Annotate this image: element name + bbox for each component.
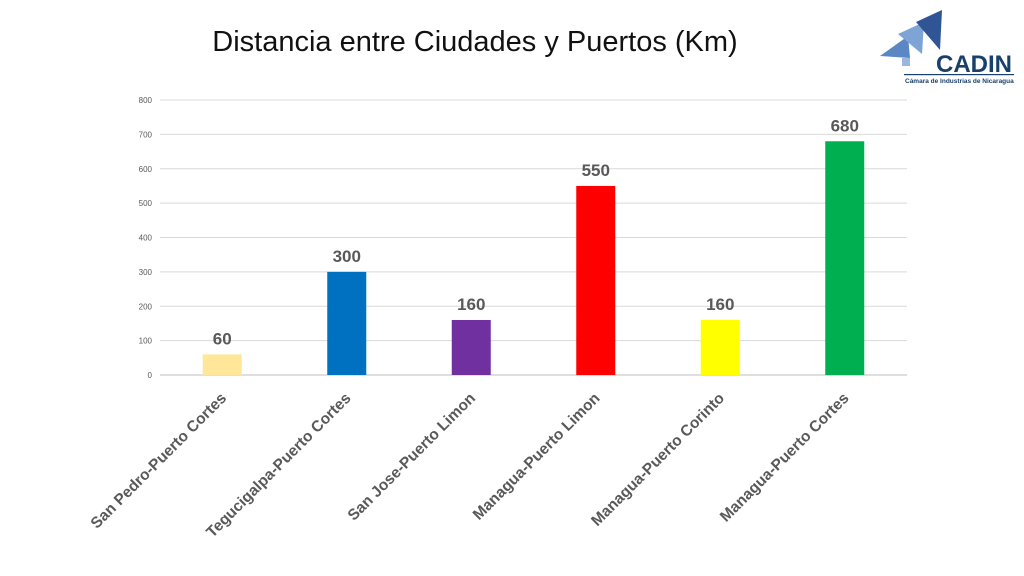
bar: [825, 141, 865, 375]
logo-name: CADIN: [936, 51, 1012, 78]
category-labels: San Pedro-Puerto CortesTegucigalpa-Puert…: [88, 390, 853, 541]
bars: [202, 141, 865, 375]
chart-title: Distancia entre Ciudades y Puertos (Km): [212, 26, 738, 58]
y-axis-ticks: 0 100 200 300 400 500 600 700 800: [139, 96, 153, 380]
category-label: Managua-Puerto Corinto: [588, 390, 728, 530]
logo-gear-shape: [898, 22, 924, 54]
y-tick-label: 300: [139, 268, 153, 277]
logo-gear-shape: [880, 36, 910, 58]
logo-gear-shape: [916, 10, 942, 50]
logo-subtitle: Cámara de Industrias de Nicaragua: [905, 78, 1014, 85]
data-label: 160: [706, 295, 734, 314]
data-label: 60: [213, 329, 232, 348]
data-label: 550: [582, 161, 610, 180]
category-label: Managua-Puerto Limon: [470, 390, 604, 524]
bar: [202, 354, 242, 375]
y-tick-label: 400: [139, 234, 153, 243]
y-tick-label: 700: [139, 130, 153, 139]
y-tick-label: 600: [139, 165, 153, 174]
cadin-logo: CADIN Cámara de Industrias de Nicaragua: [880, 10, 1014, 85]
y-tick-label: 500: [139, 199, 153, 208]
logo-underline: [904, 74, 1014, 76]
data-label: 160: [457, 295, 485, 314]
y-tick-label: 800: [139, 96, 153, 105]
y-tick-label: 200: [139, 302, 153, 311]
bar: [327, 271, 367, 375]
data-label: 680: [831, 116, 859, 135]
category-label: San Jose-Puerto Limon: [345, 390, 479, 524]
category-label: San Pedro-Puerto Cortes: [88, 390, 230, 532]
logo-gear-shape: [902, 58, 910, 66]
bar: [576, 185, 616, 375]
y-tick-label: 0: [148, 371, 153, 380]
data-label: 300: [333, 247, 361, 266]
data-labels: 60 300 160 550 160 680: [213, 116, 859, 348]
grid-lines: [160, 99, 907, 376]
category-label: Managua-Puerto Cortes: [717, 390, 853, 526]
y-tick-label: 100: [139, 337, 153, 346]
bar: [451, 320, 491, 375]
bar: [700, 320, 740, 375]
category-label: Tegucigalpa-Puerto Cortes: [203, 390, 354, 541]
